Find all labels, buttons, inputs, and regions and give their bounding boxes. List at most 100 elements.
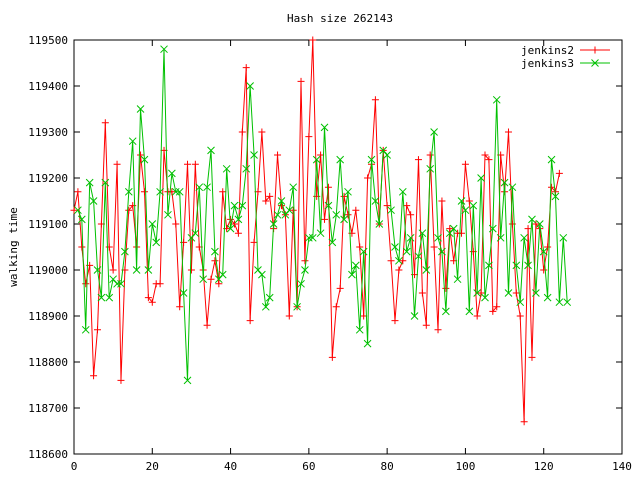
data-point	[328, 238, 337, 247]
data-point	[548, 183, 556, 191]
data-point	[320, 123, 329, 132]
data-point	[406, 233, 415, 242]
data-point	[250, 238, 258, 246]
data-point	[238, 201, 247, 210]
data-point	[261, 302, 270, 311]
data-point	[172, 220, 180, 228]
data-point	[74, 188, 82, 196]
data-point	[516, 298, 525, 307]
data-point	[70, 206, 78, 214]
data-point	[203, 183, 211, 192]
data-point	[367, 155, 376, 164]
data-point	[289, 183, 298, 192]
data-point	[297, 77, 305, 85]
data-point	[359, 247, 368, 256]
data-point	[539, 247, 548, 256]
data-point	[422, 266, 431, 274]
data-point	[504, 128, 512, 136]
data-point	[524, 225, 532, 233]
data-point	[418, 289, 426, 297]
data-point	[195, 183, 204, 192]
data-point	[124, 187, 133, 196]
data-point	[207, 275, 215, 283]
data-point	[305, 133, 313, 141]
data-point	[132, 266, 141, 274]
y-tick-label: 118700	[28, 402, 68, 415]
data-point	[117, 376, 125, 384]
data-point	[148, 220, 157, 228]
data-point	[285, 206, 294, 215]
series-line	[77, 49, 568, 381]
data-point	[426, 151, 434, 159]
data-point	[485, 261, 493, 270]
data-point	[222, 164, 231, 173]
series-group	[70, 36, 572, 426]
data-point	[535, 220, 544, 228]
data-point	[469, 201, 478, 210]
data-point	[414, 252, 423, 261]
data-point	[199, 275, 208, 284]
data-point	[465, 307, 474, 316]
data-point	[137, 151, 145, 159]
legend-label: jenkins3	[521, 57, 574, 70]
data-point	[493, 303, 501, 311]
series-jenkins3	[74, 45, 572, 385]
data-point	[164, 210, 172, 219]
data-point	[168, 188, 176, 196]
data-point	[89, 197, 98, 205]
data-point	[187, 266, 195, 274]
data-point	[109, 266, 117, 274]
data-point	[90, 372, 98, 380]
data-point	[305, 233, 313, 242]
data-point	[289, 206, 297, 214]
y-tick-label: 119100	[28, 218, 68, 231]
data-point	[492, 95, 501, 104]
x-tick-label: 20	[146, 460, 159, 473]
data-point	[355, 325, 364, 334]
data-point	[101, 178, 110, 187]
data-point	[156, 280, 164, 288]
data-point	[387, 257, 395, 265]
data-point	[426, 164, 435, 173]
data-point	[477, 174, 485, 182]
data-point	[457, 197, 466, 205]
y-tick-label: 118600	[28, 448, 68, 461]
data-point	[363, 339, 372, 348]
data-point	[297, 279, 305, 288]
data-point	[500, 178, 509, 187]
data-point	[449, 224, 458, 233]
data-point	[308, 233, 317, 242]
data-point	[383, 202, 391, 210]
data-point	[532, 289, 540, 297]
data-point	[516, 312, 524, 320]
data-point	[215, 280, 223, 288]
data-point	[242, 64, 250, 72]
data-point	[238, 128, 246, 136]
data-point	[136, 105, 145, 113]
data-point	[219, 188, 227, 196]
data-point	[438, 247, 446, 256]
data-point	[383, 151, 391, 159]
data-point	[430, 243, 438, 251]
x-tick-label: 80	[381, 460, 394, 473]
y-tick-label: 118800	[28, 356, 68, 369]
data-point	[344, 211, 352, 219]
data-point	[301, 257, 309, 265]
series-jenkins2	[70, 36, 563, 426]
data-point	[442, 284, 450, 292]
data-point	[274, 151, 282, 159]
data-point	[328, 353, 336, 361]
data-point	[93, 266, 102, 274]
data-point	[591, 46, 599, 54]
data-point	[351, 261, 360, 270]
data-point	[547, 155, 556, 164]
data-point	[324, 183, 332, 191]
data-point	[434, 326, 442, 334]
data-point	[387, 206, 395, 215]
data-point	[242, 164, 251, 173]
data-point	[481, 151, 489, 159]
data-point	[520, 418, 528, 426]
data-point	[356, 243, 364, 251]
x-tick-label: 100	[455, 460, 475, 473]
data-point	[473, 289, 482, 297]
